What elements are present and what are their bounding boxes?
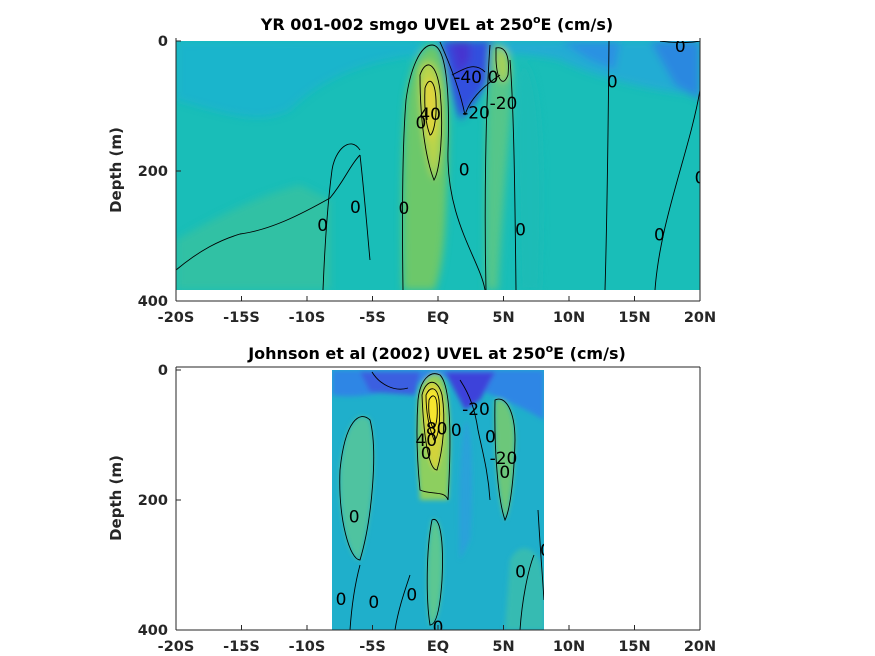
top-y-axis-label: Depth (m) bbox=[107, 127, 125, 213]
bottom-field-shading bbox=[332, 370, 544, 630]
top-x-tick-label: 5N bbox=[492, 310, 514, 326]
top-y-tick-label: 400 bbox=[138, 294, 168, 310]
bottom-contour-label: 40 bbox=[415, 431, 437, 451]
bottom-contour-label: 0 bbox=[499, 463, 510, 483]
top-field-shading bbox=[176, 41, 700, 290]
bottom-x-tick-label: 5N bbox=[492, 639, 514, 655]
bottom-x-tick-label: -10S bbox=[289, 639, 326, 655]
bottom-panel: Johnson et al (2002) UVEL at 250oE (cm/s… bbox=[107, 342, 716, 655]
bottom-y-tick-label: 0 bbox=[158, 363, 168, 379]
top-y-tick-label: 0 bbox=[158, 34, 168, 50]
top-x-tick-label: -5S bbox=[359, 310, 386, 326]
top-contour-label: 0 bbox=[350, 198, 361, 218]
bottom-contour-label: 0 bbox=[349, 507, 360, 527]
top-contour-label: 0 bbox=[695, 169, 706, 189]
top-contour-label: 0 bbox=[515, 221, 526, 241]
top-contour-label: 0 bbox=[654, 226, 665, 246]
bottom-contour-lines bbox=[339, 371, 544, 630]
top-contour-label: 0 bbox=[607, 72, 618, 92]
bottom-x-tick-label: -20S bbox=[158, 639, 195, 655]
top-nodata-strip bbox=[176, 290, 700, 301]
top-x-tick-label: -10S bbox=[289, 310, 326, 326]
top-contour-label: 0 bbox=[459, 161, 470, 181]
top-x-tick-label: -20S bbox=[158, 310, 195, 326]
bottom-x-tick-label: 15N bbox=[618, 639, 650, 655]
top-contour-label: 0 bbox=[317, 216, 328, 236]
bottom-y-axis-label: Depth (m) bbox=[107, 455, 125, 541]
bottom-x-tick-label: EQ bbox=[427, 639, 449, 655]
bottom-x-tick-label: 10N bbox=[553, 639, 585, 655]
top-title: YR 001-002 smgo UVEL at 250oE (cm/s) bbox=[260, 13, 613, 34]
bottom-contour-label: 0 bbox=[433, 618, 444, 638]
top-contour-label: 40 bbox=[419, 105, 441, 125]
top-x-tick-label: EQ bbox=[427, 310, 449, 326]
top-panel: YR 001-002 smgo UVEL at 250oE (cm/s) bbox=[107, 13, 716, 326]
top-x-tick-label: -15S bbox=[223, 310, 260, 326]
bottom-contour-label: 0 bbox=[485, 427, 496, 447]
top-x-tick-label: 20N bbox=[684, 310, 716, 326]
top-x-tick-label: 10N bbox=[553, 310, 585, 326]
bottom-contour-label: -20 bbox=[490, 449, 518, 469]
bottom-contour-label: 0 bbox=[540, 541, 551, 561]
bottom-contour-label: 0 bbox=[406, 585, 417, 605]
top-contour-label: -20 bbox=[490, 94, 518, 114]
top-contour-label: 0 bbox=[488, 68, 499, 88]
top-contour-label: 0 bbox=[675, 37, 686, 57]
bottom-contour-label: 80 bbox=[426, 420, 448, 440]
top-contour-label: -40 bbox=[454, 68, 482, 88]
bottom-y-tick-label: 200 bbox=[138, 493, 168, 509]
bottom-contour-label: 0 bbox=[336, 590, 347, 610]
bottom-contour-label: 0 bbox=[421, 444, 432, 464]
bottom-x-tick-label: 20N bbox=[684, 639, 716, 655]
top-y-tick-label: 200 bbox=[138, 164, 168, 180]
bottom-x-tick-label: -5S bbox=[359, 639, 386, 655]
bottom-contour-label: 0 bbox=[515, 563, 526, 583]
top-contour-label: -20 bbox=[462, 104, 490, 124]
bottom-y-tick-label: 400 bbox=[138, 623, 168, 639]
bottom-contour-label: 0 bbox=[368, 593, 379, 613]
bottom-contour-label: 0 bbox=[451, 421, 462, 441]
bottom-x-tick-label: -15S bbox=[223, 639, 260, 655]
top-contour-label: 0 bbox=[416, 113, 427, 133]
bottom-contour-label: -20 bbox=[462, 400, 490, 420]
top-contour-label: 0 bbox=[399, 199, 410, 219]
top-contour-lines bbox=[176, 41, 700, 290]
top-x-tick-label: 15N bbox=[618, 310, 650, 326]
bottom-title: Johnson et al (2002) UVEL at 250oE (cm/s… bbox=[247, 342, 626, 363]
